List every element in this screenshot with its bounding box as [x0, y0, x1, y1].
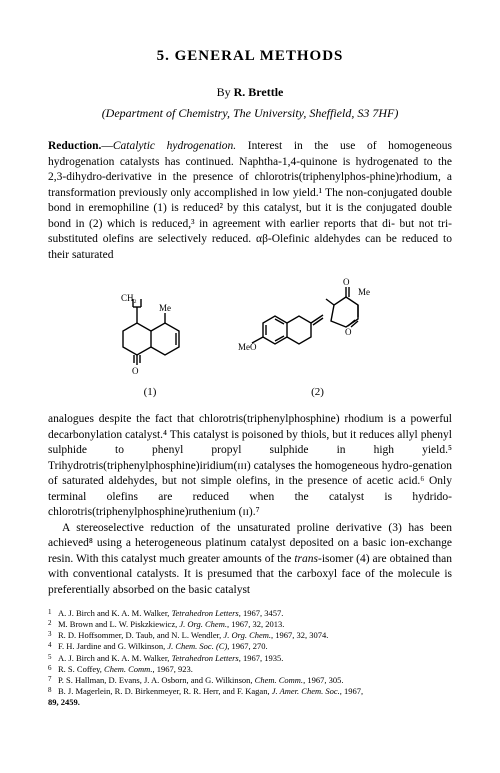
- ref-text: R. S. Coffey, Chem. Comm., 1967, 923.: [58, 664, 452, 675]
- figure-1: CH₂ Me O (1): [103, 277, 198, 398]
- para1-text: Interest in the use of homogeneous hydro…: [48, 140, 452, 261]
- ref-text: F. H. Jardine and G. Wilkinson, J. Chem.…: [58, 641, 452, 652]
- ref-5: 5A. J. Birch and K. A. M. Walker, Tetrah…: [48, 653, 452, 664]
- chapter-title: 5. GENERAL METHODS: [48, 48, 452, 65]
- ref-4: 4F. H. Jardine and G. Wilkinson, J. Chem…: [48, 641, 452, 652]
- figure-2-label: (2): [238, 386, 398, 398]
- label-me-2: Me: [358, 287, 370, 297]
- paragraph-1: Reduction.—Catalytic hydrogenation. Inte…: [48, 139, 452, 263]
- ref-num: 8: [48, 686, 58, 697]
- ref-6: 6R. S. Coffey, Chem. Comm., 1967, 923.: [48, 664, 452, 675]
- author-name: R. Brettle: [234, 85, 284, 99]
- author-line: By R. Brettle: [48, 85, 452, 100]
- ref-text: A. J. Birch and K. A. M. Walker, Tetrahe…: [58, 653, 452, 664]
- ref-num: 7: [48, 675, 58, 686]
- ref-text: M. Brown and L. W. Piskzkiewicz, J. Org.…: [58, 619, 452, 630]
- ref-1: 1A. J. Birch and K. A. M. Walker, Tetrah…: [48, 608, 452, 619]
- chapter-number: 5.: [157, 48, 170, 64]
- ref-text: P. S. Hallman, D. Evans, J. A. Osborn, a…: [58, 675, 452, 686]
- ref-8: 8B. J. Magerlein, R. D. Birkenmeyer, R. …: [48, 686, 452, 697]
- label-me-1: Me: [159, 303, 171, 313]
- label-o-2: O: [343, 277, 350, 287]
- ref-3: 3R. D. Hoffsommer, D. Taub, and N. L. We…: [48, 630, 452, 641]
- structure-1-svg: CH₂ Me O: [103, 277, 198, 377]
- ref-num: 6: [48, 664, 58, 675]
- author-prefix: By: [217, 85, 234, 99]
- para3-trans: trans: [294, 553, 318, 565]
- figure-2: MeO Me O O (2): [238, 277, 398, 398]
- ref-num: 5: [48, 653, 58, 664]
- label-o-3: O: [345, 327, 352, 337]
- ref-num: 3: [48, 630, 58, 641]
- document-page: 5. GENERAL METHODS By R. Brettle (Depart…: [0, 0, 500, 728]
- ref-num: 4: [48, 641, 58, 652]
- figure-1-label: (1): [103, 386, 198, 398]
- label-o-1: O: [132, 366, 139, 376]
- affiliation: (Department of Chemistry, The University…: [48, 106, 452, 121]
- chapter-title-text: GENERAL METHODS: [175, 48, 344, 64]
- ref-num: 2: [48, 619, 58, 630]
- ref-8-continuation: 89, 2459.: [48, 697, 452, 708]
- ref-num: 1: [48, 608, 58, 619]
- ref-7: 7P. S. Hallman, D. Evans, J. A. Osborn, …: [48, 675, 452, 686]
- ref-text: B. J. Magerlein, R. D. Birkenmeyer, R. R…: [58, 686, 452, 697]
- label-ch2: CH₂: [121, 293, 137, 303]
- section-label: Reduction.: [48, 140, 101, 152]
- structure-2-svg: MeO Me O O: [238, 277, 398, 377]
- paragraph-2: analogues despite the fact that chlorotr…: [48, 412, 452, 521]
- ref-text: R. D. Hoffsommer, D. Taub, and N. L. Wen…: [58, 630, 452, 641]
- ref-2: 2M. Brown and L. W. Piskzkiewicz, J. Org…: [48, 619, 452, 630]
- label-meo: MeO: [238, 342, 257, 352]
- figures-row: CH₂ Me O (1): [48, 277, 452, 398]
- references: 1A. J. Birch and K. A. M. Walker, Tetrah…: [48, 608, 452, 707]
- paragraph-3: A stereoselective reduction of the unsat…: [48, 521, 452, 599]
- subsection-label: Catalytic hydrogenation.: [113, 140, 236, 152]
- ref-text: A. J. Birch and K. A. M. Walker, Tetrahe…: [58, 608, 452, 619]
